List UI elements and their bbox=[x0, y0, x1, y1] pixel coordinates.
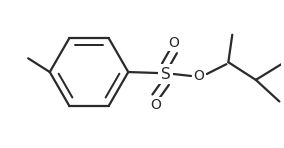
Text: O: O bbox=[168, 36, 179, 50]
Text: O: O bbox=[150, 98, 161, 112]
Text: O: O bbox=[193, 69, 204, 83]
Text: S: S bbox=[161, 66, 170, 82]
